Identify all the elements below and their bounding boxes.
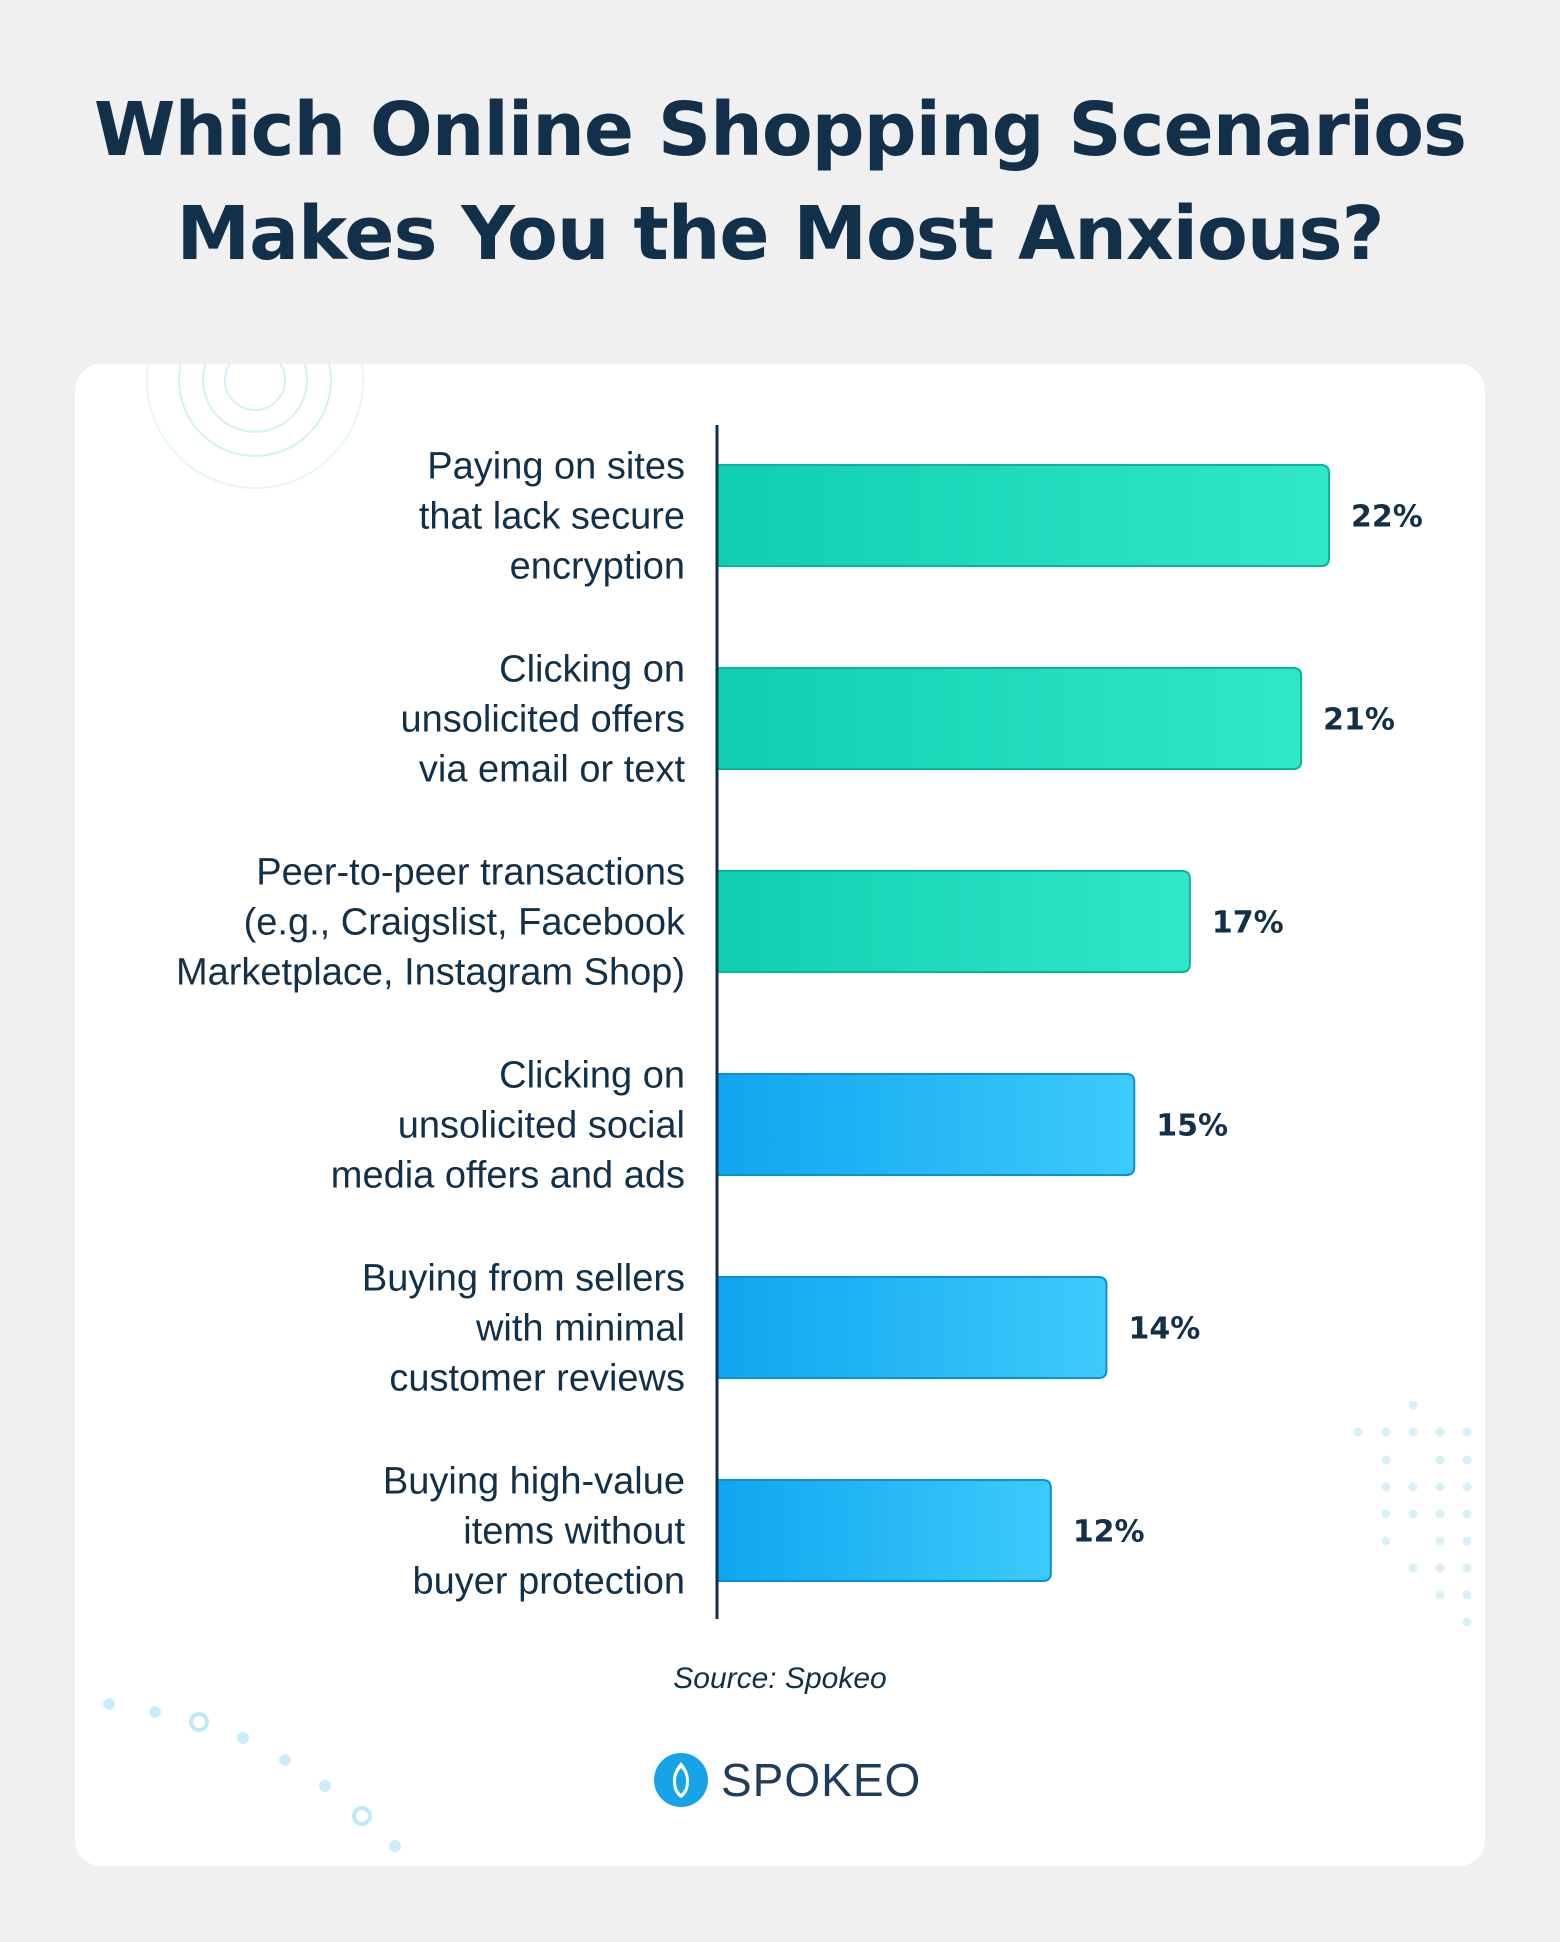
title-line-1: Which Online Shopping Scenarios xyxy=(93,87,1467,173)
bar-5 xyxy=(716,1276,1108,1379)
bar-3 xyxy=(716,870,1191,973)
category-label-line: items without xyxy=(463,1511,685,1553)
category-label-line: Paying on sites xyxy=(427,446,685,488)
category-label-2: Clicking on unsolicited offers via email o… xyxy=(401,649,686,791)
category-label-line: that lack secure xyxy=(419,496,685,538)
bar-1 xyxy=(716,464,1330,567)
category-label-line: Buying from sellers xyxy=(362,1258,685,1300)
title-line-2: Makes You the Most Anxious? xyxy=(176,191,1384,277)
value-label-2: 21% xyxy=(1323,703,1395,738)
category-label-6: Buying high-value items without buyer prot… xyxy=(383,1461,686,1603)
category-label-line: Marketplace, Instagram Shop) xyxy=(176,952,685,994)
category-label-line: with minimal xyxy=(475,1308,685,1350)
value-label-1: 22% xyxy=(1351,500,1423,535)
value-label-6: 12% xyxy=(1073,1515,1145,1550)
category-label-line: Buying high-value xyxy=(383,1461,685,1503)
dot-trail xyxy=(103,1698,401,1852)
bar-6 xyxy=(716,1479,1052,1582)
value-label-3: 17% xyxy=(1212,906,1284,941)
category-label-3: Peer-to-peer transactions (e.g., Craigsli… xyxy=(176,852,686,994)
category-label-line: Clicking on xyxy=(499,649,685,691)
value-label-4: 15% xyxy=(1156,1109,1228,1144)
category-label-line: unsolicited offers xyxy=(401,699,685,741)
category-label-line: (e.g., Craigslist, Facebook xyxy=(244,902,686,944)
category-label-line: Clicking on xyxy=(499,1055,685,1097)
spokeo-logo: SPOKEO xyxy=(653,1750,921,1810)
category-label-5: Buying from sellers with minimal customer … xyxy=(362,1258,685,1400)
category-label-line: via email or text xyxy=(419,749,686,791)
source-note: Source: Spokeo xyxy=(673,1662,887,1695)
category-label-line: unsolicited social xyxy=(398,1105,685,1147)
value-label-5: 14% xyxy=(1128,1312,1200,1347)
category-label-line: buyer protection xyxy=(413,1561,686,1603)
spokeo-wordmark: SPOKEO xyxy=(721,1754,922,1806)
category-label-line: media offers and ads xyxy=(331,1155,685,1197)
bar-2 xyxy=(716,667,1303,770)
category-label-1: Paying on sites that lack secure encryptio… xyxy=(419,446,685,588)
category-label-line: customer reviews xyxy=(389,1358,685,1400)
bar-4 xyxy=(716,1073,1136,1176)
category-label-4: Clicking on unsolicited social media offer… xyxy=(331,1055,685,1197)
chart-title: Which Online Shopping Scenarios Makes Yo… xyxy=(0,78,1560,286)
category-label-line: Peer-to-peer transactions xyxy=(256,852,685,894)
category-label-line: encryption xyxy=(510,546,685,588)
bar-chart: 22% Paying on sites that lack secure encryp… xyxy=(176,425,1423,1619)
chart-card: 22% Paying on sites that lack secure encryp… xyxy=(75,364,1485,1866)
spokeo-logo-icon xyxy=(654,1753,708,1807)
